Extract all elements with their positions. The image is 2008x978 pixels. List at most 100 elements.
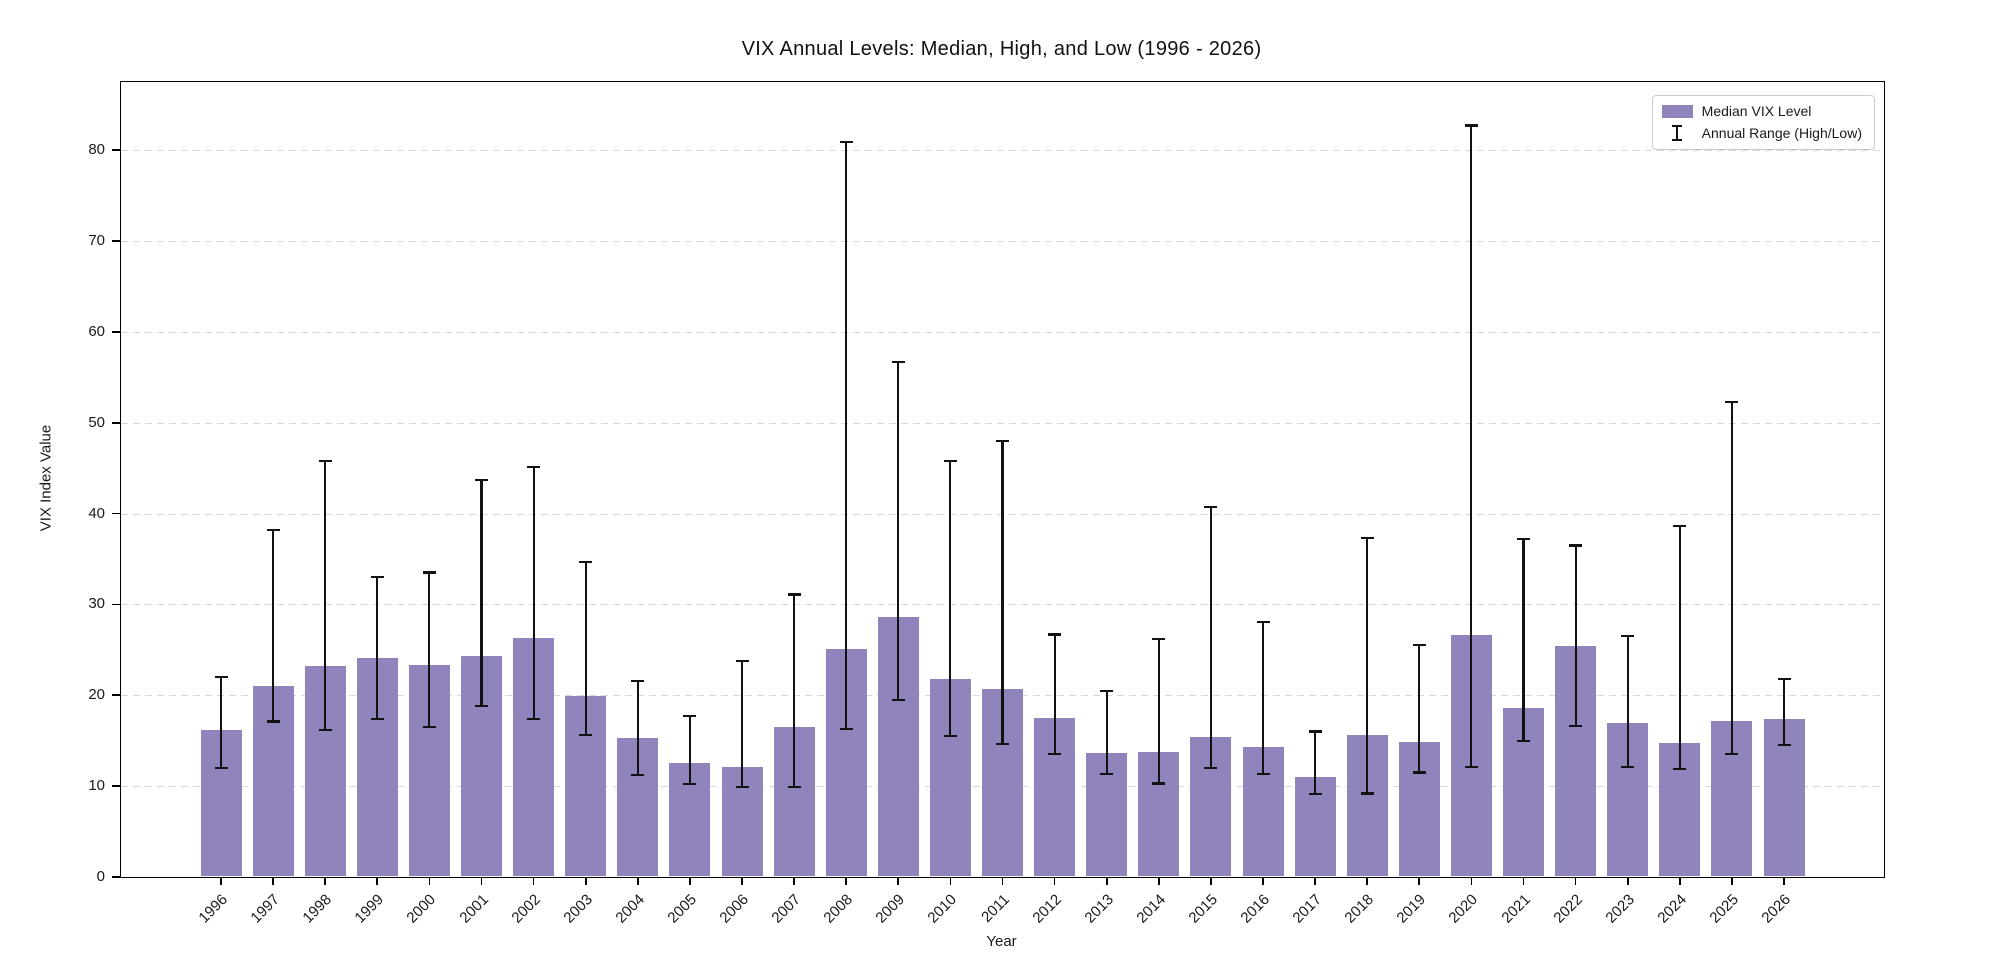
error-bar-2004 bbox=[636, 680, 639, 776]
error-cap-low-1997 bbox=[266, 720, 280, 723]
y-tick-mark-10 bbox=[112, 785, 121, 787]
gridline-70 bbox=[121, 241, 1884, 242]
x-tick-mark-2020 bbox=[1470, 877, 1473, 885]
y-axis-label: VIX Index Value bbox=[37, 424, 55, 532]
error-bar-2006 bbox=[740, 660, 744, 788]
error-bar-2001 bbox=[480, 480, 483, 707]
y-tick-mark-50 bbox=[112, 421, 121, 424]
plot-layer: 0 10 20 30 40 50 60 70 80 1996 1997 1998 1999 2000 200… bbox=[88, 82, 1884, 927]
error-bar-2014 bbox=[1157, 639, 1160, 784]
error-cap-low-2020 bbox=[1464, 765, 1478, 769]
y-tick-label-20: 20 bbox=[88, 686, 105, 704]
error-cap-high-2017 bbox=[1308, 730, 1322, 733]
x-tick-mark-2023 bbox=[1626, 877, 1629, 885]
gridline-80 bbox=[121, 150, 1884, 152]
error-cap-high-2004 bbox=[631, 679, 645, 682]
error-cap-low-1999 bbox=[370, 717, 384, 721]
error-bar-glyph bbox=[1672, 125, 1683, 141]
error-cap-low-1996 bbox=[214, 766, 228, 770]
x-tick-mark-2008 bbox=[845, 877, 848, 885]
error-cap-low-2010 bbox=[943, 735, 957, 738]
error-cap-low-2026 bbox=[1777, 744, 1791, 747]
x-tick-mark-2011 bbox=[1001, 877, 1004, 885]
error-cap-high-1996 bbox=[214, 675, 228, 679]
error-bar-2020 bbox=[1470, 125, 1473, 768]
error-cap-low-2009 bbox=[891, 698, 905, 701]
error-cap-high-2020 bbox=[1464, 124, 1478, 127]
error-cap-high-2026 bbox=[1777, 677, 1791, 681]
error-bar-2000 bbox=[428, 572, 431, 728]
legend-label-range: Annual Range (High/Low) bbox=[1701, 125, 1862, 141]
x-tick-mark-2022 bbox=[1574, 877, 1577, 885]
error-cap-low-2005 bbox=[683, 783, 697, 786]
error-cap-low-2013 bbox=[1100, 773, 1114, 776]
error-cap-high-2021 bbox=[1517, 537, 1530, 541]
error-cap-high-2007 bbox=[787, 593, 801, 596]
legend-item-range: Annual Range (High/Low) bbox=[1662, 124, 1862, 142]
y-tick-label-50: 50 bbox=[88, 413, 105, 431]
error-bar-2025 bbox=[1730, 401, 1733, 755]
x-tick-mark-2010 bbox=[949, 877, 952, 885]
error-cap-low-2025 bbox=[1725, 753, 1739, 756]
median-bar-swatch-icon bbox=[1661, 104, 1693, 118]
y-tick-mark-60 bbox=[112, 331, 121, 333]
error-bar-2009 bbox=[897, 361, 900, 700]
error-cap-high-2012 bbox=[1048, 633, 1062, 636]
x-tick-mark-2024 bbox=[1678, 877, 1681, 885]
error-bar-2026 bbox=[1782, 678, 1786, 746]
x-tick-mark-2014 bbox=[1157, 877, 1160, 885]
error-cap-low-2006 bbox=[735, 785, 749, 789]
error-bar-2018 bbox=[1366, 538, 1369, 794]
error-cap-high-1997 bbox=[266, 528, 280, 532]
error-cap-high-2000 bbox=[422, 571, 436, 574]
error-bar-2011 bbox=[1001, 440, 1004, 745]
error-bar-2024 bbox=[1678, 526, 1681, 769]
y-tick-label-70: 70 bbox=[88, 232, 105, 249]
x-tick-mark-2015 bbox=[1210, 877, 1212, 885]
error-cap-low-2002 bbox=[527, 717, 541, 721]
x-tick-mark-2018 bbox=[1366, 877, 1369, 885]
x-tick-mark-2016 bbox=[1262, 877, 1264, 885]
error-cap-low-2022 bbox=[1569, 725, 1583, 728]
y-tick-label-10: 10 bbox=[88, 777, 105, 795]
error-cap-low-2015 bbox=[1204, 766, 1218, 770]
x-tick-mark-1998 bbox=[324, 877, 327, 885]
legend-item-median: Median VIX Level bbox=[1661, 103, 1862, 119]
y-tick-mark-30 bbox=[112, 603, 121, 606]
chart-title: VIX Annual Levels: Median, High, and Low… bbox=[741, 38, 1262, 60]
y-tick-label-0: 0 bbox=[96, 868, 105, 885]
y-tick-mark-40 bbox=[112, 512, 121, 515]
error-cap-high-2015 bbox=[1204, 506, 1218, 509]
error-cap-low-2000 bbox=[422, 725, 436, 729]
x-tick-mark-2017 bbox=[1314, 877, 1316, 885]
error-bar-2008 bbox=[845, 142, 848, 729]
error-cap-low-2021 bbox=[1517, 739, 1530, 742]
error-cap-low-2007 bbox=[787, 785, 801, 789]
error-bar-2021 bbox=[1522, 539, 1525, 741]
error-cap-high-2010 bbox=[943, 459, 957, 463]
x-tick-mark-2013 bbox=[1105, 877, 1108, 885]
error-bar-2015 bbox=[1209, 507, 1212, 768]
error-cap-high-2002 bbox=[527, 466, 541, 469]
y-tick-mark-80 bbox=[112, 149, 121, 151]
x-tick-mark-2003 bbox=[584, 877, 587, 885]
x-tick-mark-1996 bbox=[220, 877, 222, 885]
error-cap-low-2016 bbox=[1256, 773, 1270, 776]
error-cap-high-1999 bbox=[370, 576, 384, 579]
error-cap-low-2001 bbox=[475, 705, 488, 708]
x-tick-mark-2000 bbox=[428, 877, 431, 885]
error-cap-high-2024 bbox=[1673, 525, 1687, 528]
error-cap-low-2024 bbox=[1673, 767, 1687, 771]
error-bar-icon bbox=[1662, 124, 1693, 142]
error-cap-low-2008 bbox=[839, 727, 853, 731]
error-bar-2007 bbox=[793, 594, 796, 787]
x-tick-mark-2005 bbox=[689, 877, 691, 885]
x-tick-mark-2007 bbox=[793, 877, 795, 885]
error-cap-low-2011 bbox=[996, 743, 1009, 746]
error-cap-high-2006 bbox=[735, 659, 749, 662]
error-cap-high-2025 bbox=[1725, 400, 1739, 403]
y-tick-mark-20 bbox=[112, 694, 121, 697]
error-bar-1997 bbox=[272, 529, 275, 722]
error-cap-high-2023 bbox=[1621, 635, 1635, 638]
